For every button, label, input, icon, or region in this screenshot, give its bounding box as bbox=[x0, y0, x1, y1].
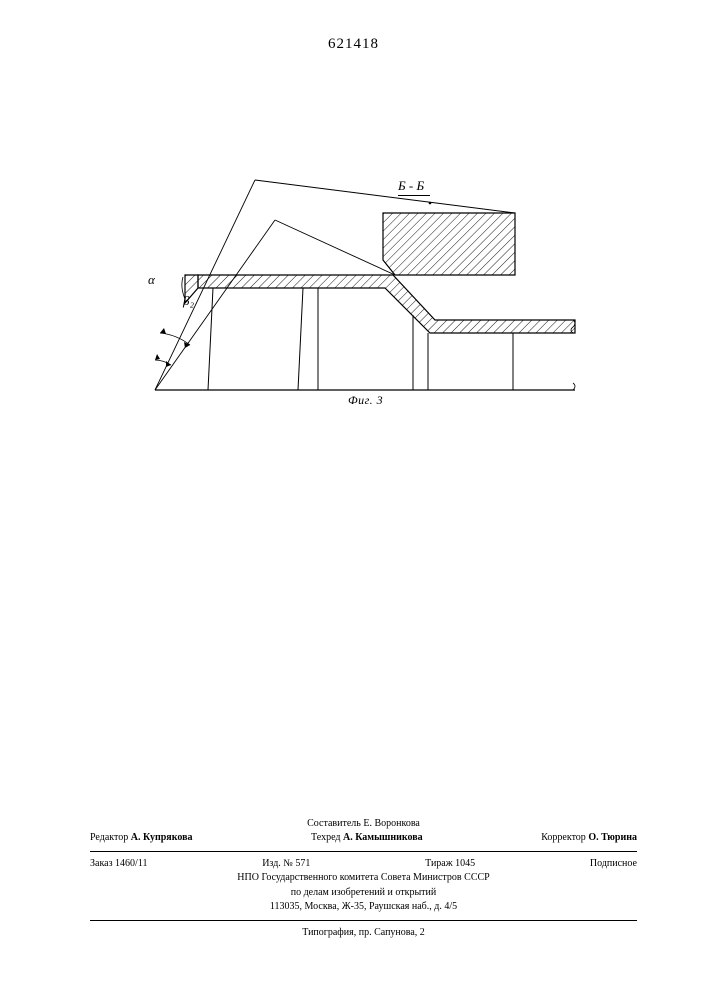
page: 621418 Б - Б α β₂ Фиг. 3 bbox=[0, 0, 707, 1000]
alpha-top bbox=[255, 180, 515, 213]
figure-drawing bbox=[135, 165, 595, 425]
org3: 113035, Москва, Ж-35, Раушская наб., д. … bbox=[90, 900, 637, 915]
beta-ray bbox=[155, 220, 275, 390]
compiler-line: Составитель Е. Воронкова bbox=[90, 817, 637, 832]
tooth-1r bbox=[298, 288, 303, 390]
beta-top bbox=[275, 220, 395, 275]
org1: НПО Государственного комитета Совета Мин… bbox=[90, 871, 637, 886]
dot-mark bbox=[429, 202, 432, 205]
corrector: Корректор О. Тюрина bbox=[541, 831, 637, 846]
issue: Изд. № 571 bbox=[262, 857, 310, 872]
rule-2 bbox=[90, 920, 637, 921]
typography: Типография, пр. Сапунова, 2 bbox=[90, 926, 637, 941]
subscription: Подписное bbox=[590, 857, 637, 872]
arrow-alpha-1 bbox=[155, 354, 160, 360]
rule-1 bbox=[90, 851, 637, 852]
lower-strip bbox=[198, 275, 575, 333]
upper-block bbox=[383, 213, 515, 275]
techred: Техред А. Камышникова bbox=[311, 831, 423, 846]
editor: Редактор А. Купрякова bbox=[90, 831, 192, 846]
credits-row: Редактор А. Купрякова Техред А. Камышник… bbox=[90, 831, 637, 846]
footer: Составитель Е. Воронкова Редактор А. Куп… bbox=[90, 817, 637, 941]
print-row: Заказ 1460/11 Изд. № 571 Тираж 1045 Подп… bbox=[90, 857, 637, 872]
patent-number: 621418 bbox=[0, 36, 707, 53]
tooth-1l bbox=[208, 288, 213, 390]
arrow-beta-1 bbox=[160, 328, 166, 334]
org2: по делам изобретений и открытий bbox=[90, 886, 637, 901]
break-mark-2 bbox=[573, 383, 575, 390]
circulation: Тираж 1045 bbox=[425, 857, 475, 872]
order: Заказ 1460/11 bbox=[90, 857, 147, 872]
left-overhang bbox=[185, 275, 198, 303]
